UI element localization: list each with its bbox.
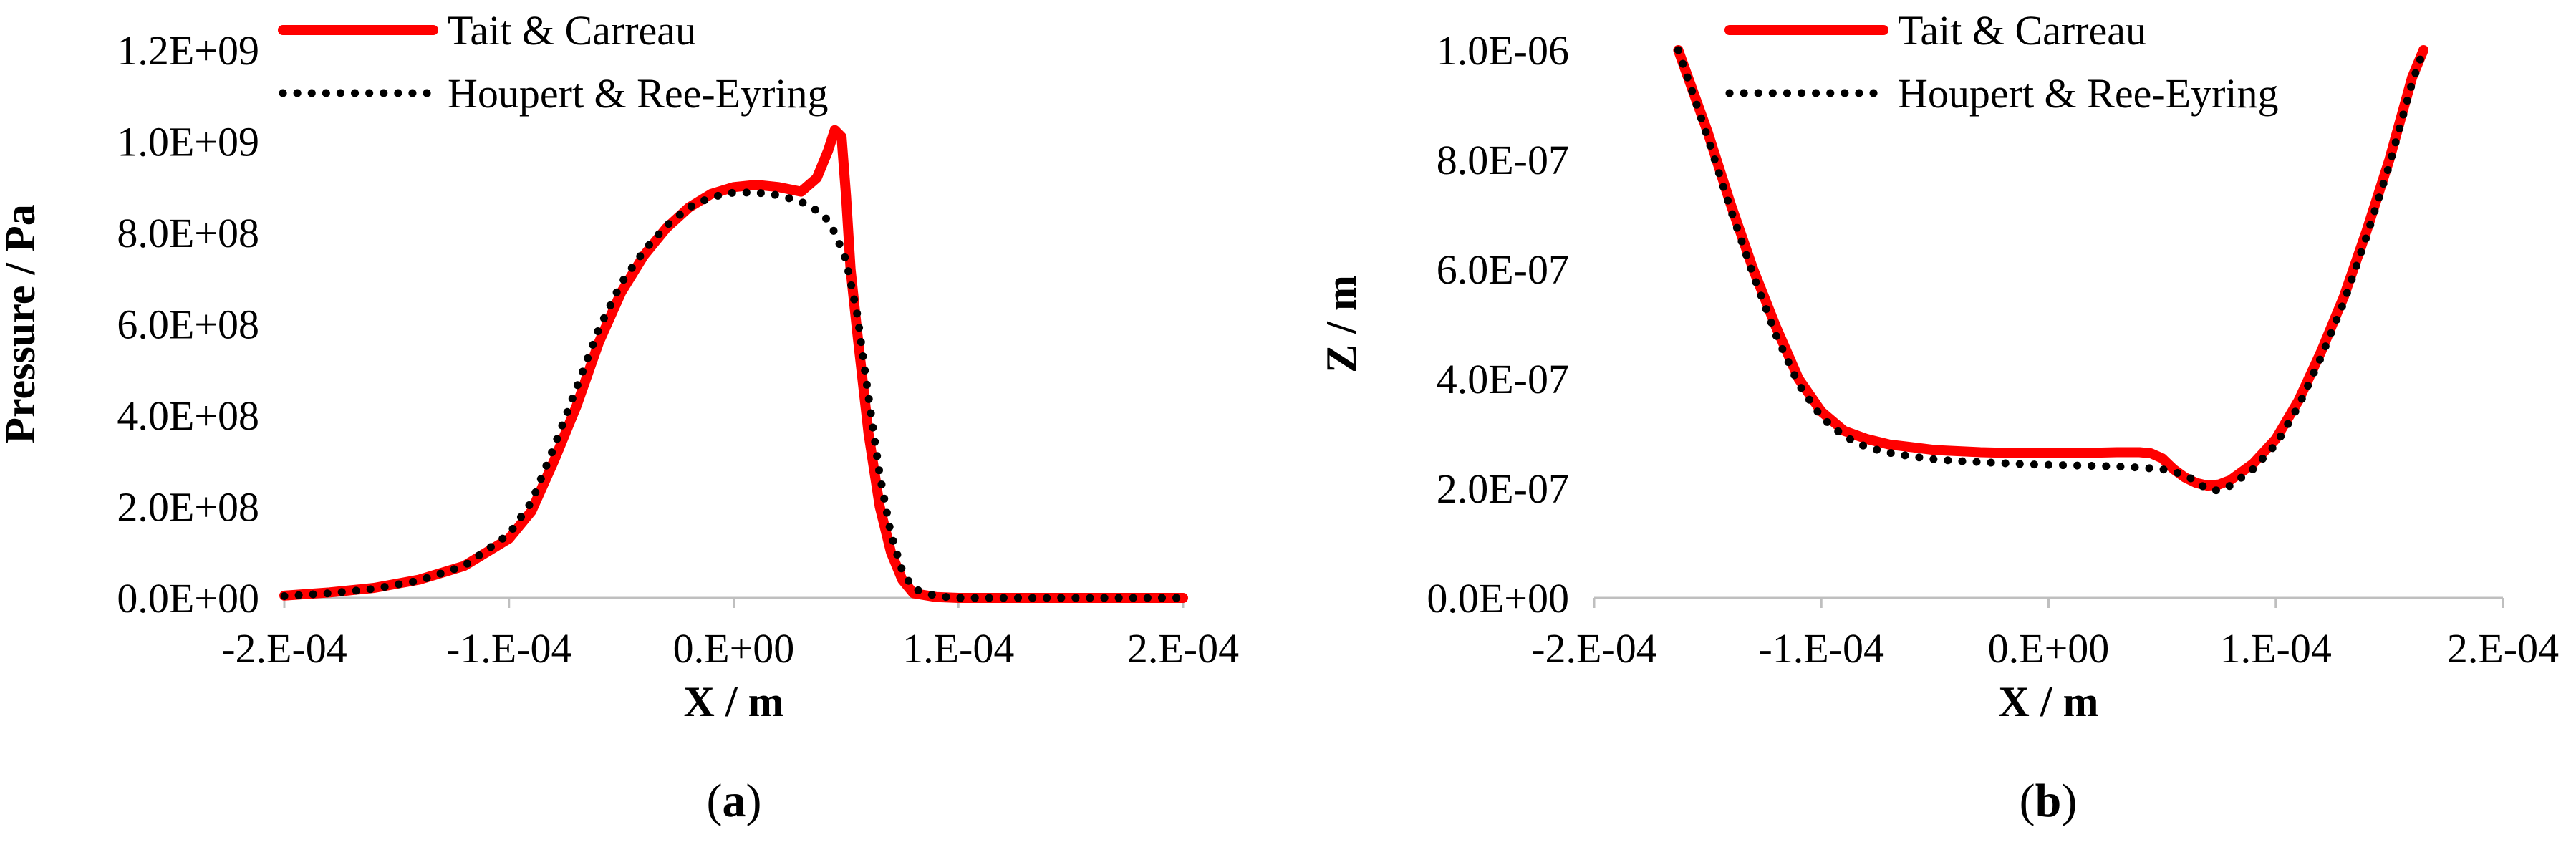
y-tick-label: 2.0E-07: [1437, 465, 1569, 512]
legend-label: Houpert & Ree-Eyring: [1898, 70, 2279, 117]
x-axis-title: X / m: [684, 678, 784, 725]
panel-label-close: ): [2061, 775, 2077, 827]
panel-label: (b): [2020, 775, 2078, 827]
y-tick-label: 2.0E+08: [117, 484, 259, 531]
x-tick-label: -2.E-04: [1531, 625, 1657, 672]
x-tick-label: -1.E-04: [446, 625, 572, 672]
y-axis-title: Pressure / Pa: [0, 204, 44, 443]
series-line-houpert-ree-eyring: [1674, 46, 2428, 495]
x-tick-label: 2.E-04: [2447, 625, 2559, 672]
y-axis-title: Z / m: [1318, 275, 1365, 373]
panel-label-letter: b: [2035, 775, 2062, 827]
y-tick-label: 1.2E+09: [117, 27, 259, 74]
x-tick-label: 0.E+00: [1988, 625, 2110, 672]
y-tick-label: 4.0E-07: [1437, 356, 1569, 402]
y-tick-label: 6.0E+08: [117, 301, 259, 348]
series-line-houpert-ree-eyring: [280, 188, 1187, 602]
series-line-tait-carreau: [1673, 45, 2428, 491]
x-tick-label: 0.E+00: [673, 625, 795, 672]
legend-label: Houpert & Ree-Eyring: [448, 70, 829, 117]
x-axis-title: X / m: [1999, 678, 2099, 725]
legend-label: Tait & Carreau: [448, 7, 696, 54]
y-tick-label: 8.0E+08: [117, 210, 259, 256]
y-tick-label: 1.0E-06: [1437, 27, 1569, 74]
panel-label-open: (: [707, 775, 723, 827]
panel-label-close: ): [746, 775, 762, 827]
panel-label-open: (: [2020, 775, 2035, 827]
panel-b: -2.E-04 -1.E-04 0.E+00 1.E-04 2.E-04 0.0E+00 2…: [1318, 7, 2559, 827]
legend-label: Tait & Carreau: [1898, 7, 2146, 54]
y-tick-label: 0.0E+00: [1427, 575, 1569, 622]
y-tick-label: 0.0E+00: [117, 575, 259, 622]
x-tick-label: -1.E-04: [1758, 625, 1884, 672]
panel-label: (a): [707, 775, 762, 827]
panel-label-letter: a: [723, 775, 746, 827]
y-tick-label: 6.0E-07: [1437, 246, 1569, 293]
x-tick-label: -2.E-04: [221, 625, 347, 672]
series-line-tait-carreau: [279, 125, 1188, 603]
y-tick-label: 8.0E-07: [1437, 137, 1569, 183]
y-tick-label: 4.0E+08: [117, 392, 259, 439]
y-tick-label: 1.0E+09: [117, 119, 259, 165]
panel-a: -2.E-04 -1.E-04 0.E+00 1.E-04 2.E-04 0.0E+00 2…: [0, 7, 1239, 827]
x-tick-label: 1.E-04: [2220, 625, 2332, 672]
x-tick-label: 2.E-04: [1127, 625, 1239, 672]
x-tick-label: 1.E-04: [902, 625, 1014, 672]
